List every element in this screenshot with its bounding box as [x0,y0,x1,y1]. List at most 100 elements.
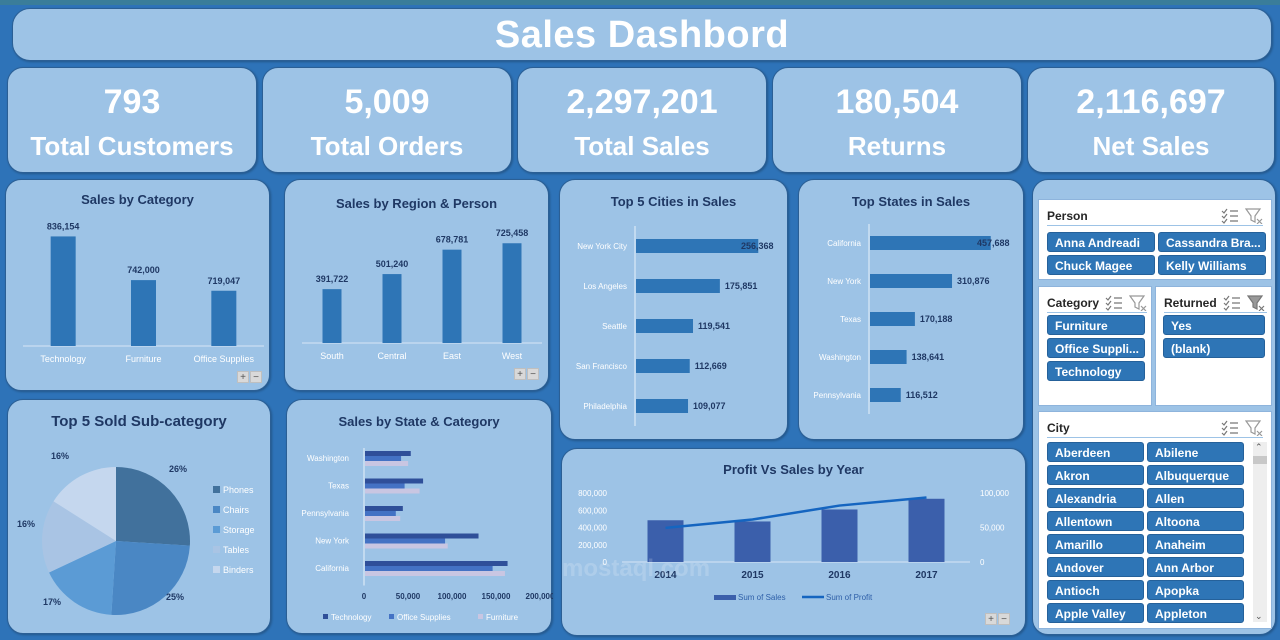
zoom-out-button[interactable]: − [998,613,1010,625]
chart-top-states[interactable]: Top States in Sales California 457,688 New… [798,179,1024,440]
chart-title: Top States in Sales [851,194,971,209]
legend-swatch [213,486,220,493]
slicer-item[interactable]: Altoona [1147,511,1244,531]
data-label: 678,781 [436,235,469,245]
chart-title: Profit Vs Sales by Year [723,462,864,477]
kpi-value: 2,116,697 [1076,83,1226,121]
page-title: Sales Dashbord [494,14,790,56]
chart-canvas: 391,722 South 501,240 Central 678,781 East 725… [302,228,542,361]
clear-filter-icon[interactable] [1129,294,1147,311]
pie-slice-tables [42,501,117,573]
x-tick-label: 50,000 [396,592,421,601]
zoom-in-button[interactable]: + [514,368,526,380]
zoom-in-button[interactable]: + [985,613,997,625]
chart-sales-by-state-category[interactable]: Sales by State & Category Washington Texa… [286,399,553,634]
slicer-item[interactable]: Ann Arbor [1147,557,1244,577]
chart-top-subcategory[interactable]: Top 5 Sold Sub-category 26% 25% 17% 16% 16% P… [7,399,271,634]
bar-california-technology [365,561,508,566]
scroll-up-icon[interactable]: ⌃ [1255,442,1263,452]
slicer-item[interactable]: (blank) [1163,338,1265,358]
kpi-net-sales: 2,116,697 Net Sales [1027,67,1275,173]
legend-label: Office Supplies [397,613,451,622]
y-tick-label: New York [315,537,350,546]
slicer-item[interactable]: Technology [1047,361,1145,381]
slicer-item[interactable]: Apple Valley [1047,603,1144,623]
kpi-value: 2,297,201 [566,83,718,121]
scroll-thumb[interactable] [1253,456,1267,464]
y-tick-label: Los Angeles [583,282,627,291]
data-label: 256,368 [741,241,774,251]
chart-sales-by-region[interactable]: Sales by Region & Person 391,722 South 501… [284,179,549,391]
slicer-item[interactable]: Apopka [1147,580,1244,600]
slicer-item[interactable]: Albuquerque [1147,465,1244,485]
slicer-item[interactable]: Chuck Magee [1047,255,1155,275]
data-label: 457,688 [977,238,1010,248]
slicer-item[interactable]: Andover [1047,557,1144,577]
scroll-down-icon[interactable]: ⌄ [1255,611,1263,621]
legend-label: Chairs [223,505,250,515]
slicer-item[interactable]: Abilene [1147,442,1244,462]
chart-canvas: Washington Texas Pennsylvania New York Calif… [301,448,553,622]
chart-title: Top 5 Sold Sub-category [51,413,227,430]
legend-label: Binders [223,565,254,575]
data-label: 742,000 [127,265,160,275]
slicer-item[interactable]: Yes [1163,315,1265,335]
kpi-total-sales: 2,297,201 Total Sales [517,67,767,173]
slicer-item[interactable]: Alexandria [1047,488,1144,508]
y-tick-label: Washington [307,454,349,463]
zoom-control: + − [985,613,1010,625]
pie-slice-phones [116,467,190,546]
scrollbar[interactable]: ⌃ ⌄ [1253,442,1267,622]
slicer-item[interactable]: Office Suppli... [1047,338,1145,358]
slicer-item[interactable]: Cassandra Bra... [1158,232,1266,252]
legend-swatch [213,506,220,513]
bar-sales-2015 [734,521,771,562]
legend-swatch [389,614,394,619]
legend-label: Sum of Profit [826,593,873,602]
multi-select-icon[interactable] [1223,295,1241,311]
y-tick-label: New York City [577,242,627,251]
bar-sales-2016 [821,509,858,562]
slicer-item[interactable]: Akron [1047,465,1144,485]
y-tick-label: Seattle [602,322,627,331]
data-label: 17% [43,597,61,607]
multi-select-icon[interactable] [1105,295,1123,311]
slicer-item[interactable]: Appleton [1147,603,1244,623]
line-profit [665,496,927,530]
chart-profit-vs-sales[interactable]: Profit Vs Sales by Year 0 200,000 400,000 6… [561,448,1026,636]
watermark: mostaql.com [562,555,711,582]
slicer-item[interactable]: Allen [1147,488,1244,508]
slicer-item[interactable]: Aberdeen [1047,442,1144,462]
bar-washington-technology [365,451,411,456]
slicer-item[interactable]: Furniture [1047,315,1145,335]
zoom-in-button[interactable]: + [237,371,249,383]
zoom-control: + − [237,371,262,383]
zoom-out-button[interactable]: − [250,371,262,383]
slicer-item[interactable]: Antioch [1047,580,1144,600]
bar-new-york-technology [365,533,479,539]
bar-pennsylvania-office-supplies [365,511,396,516]
slicer-title: City [1047,420,1070,435]
slicer-item[interactable]: Kelly Williams [1158,255,1266,275]
slicer-item[interactable]: Anaheim [1147,534,1244,554]
kpi-total-orders: 5,009 Total Orders [262,67,512,173]
chart-title: Top 5 Cities in Sales [610,194,737,209]
slicer-panel: Person Anna Andreadi Cassandra Bra... Ch… [1032,179,1276,635]
title-banner: Sales Dashbord [12,8,1272,61]
chart-top-cities[interactable]: Top 5 Cities in Sales New York City 256,3… [559,179,788,440]
multi-select-icon[interactable] [1221,420,1239,436]
chart-sales-by-category[interactable]: Sales by Category 836,154 Technology 742,0… [5,179,270,391]
kpi-label: Total Customers [30,131,234,161]
bar-new-york-city [636,239,759,253]
multi-select-icon[interactable] [1221,208,1239,224]
bar-washington-office-supplies [365,456,402,461]
slicer-item[interactable]: Amarillo [1047,534,1144,554]
clear-filter-icon[interactable] [1245,207,1263,224]
slicer-item[interactable]: Allentown [1047,511,1144,531]
slicer-item[interactable]: Anna Andreadi [1047,232,1155,252]
clear-filter-icon[interactable] [1246,294,1265,311]
clear-filter-icon[interactable] [1245,419,1263,436]
zoom-out-button[interactable]: − [527,368,539,380]
legend-label: Phones [223,485,254,495]
legend-label: Storage [223,525,255,535]
